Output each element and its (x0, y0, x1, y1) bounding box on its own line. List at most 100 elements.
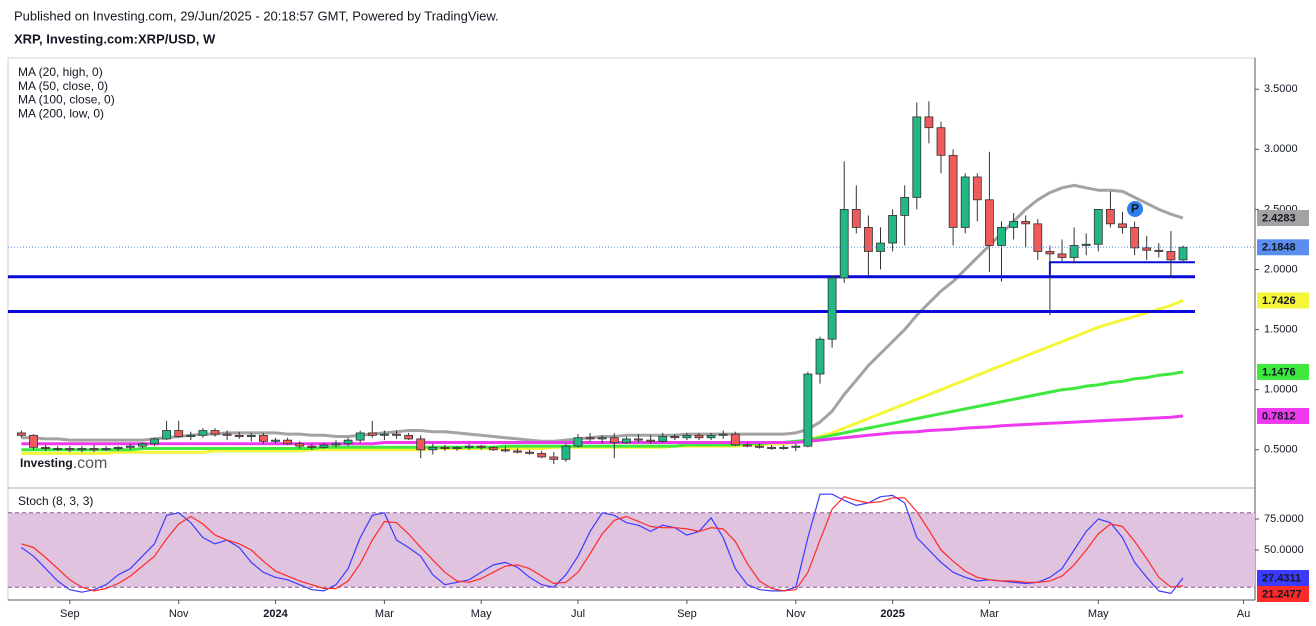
candle-body (1154, 249, 1164, 252)
x-tick-label: May (471, 608, 492, 620)
candle-body (718, 433, 728, 436)
candle-body (331, 443, 341, 446)
candle-body (609, 437, 619, 443)
x-tick-label: Nov (786, 608, 806, 620)
y-tick-label: 1.0000 (1264, 384, 1298, 396)
candle-body (1057, 253, 1067, 258)
candle-body (670, 436, 680, 439)
candle-body (198, 430, 208, 436)
candle-body (319, 444, 329, 448)
moving-average-line (21, 183, 1184, 443)
x-tick-label: Mar (980, 608, 999, 620)
logo-suffix: .com (73, 455, 108, 472)
candle-body (246, 434, 256, 437)
candle-body (1130, 227, 1139, 249)
candle-body (573, 437, 583, 447)
stoch-title: Stoch (8, 3, 3) (18, 494, 93, 508)
value-badge: 21.2477 (1262, 588, 1302, 600)
candle-body (476, 445, 486, 448)
value-badge-bg (1257, 292, 1309, 309)
candle-body (137, 443, 147, 447)
candle-body (876, 242, 885, 252)
x-tick-label: Mar (375, 608, 394, 620)
x-tick-label: 2024 (263, 608, 288, 620)
candle-body (924, 116, 934, 129)
candle-body (634, 438, 643, 441)
moving-average-line (21, 299, 1184, 455)
candle-body (864, 227, 873, 252)
y-tick-label: 3.5000 (1264, 83, 1298, 95)
candle-body (1118, 223, 1127, 228)
candle-body (307, 445, 317, 448)
candle-body (1166, 251, 1176, 261)
candle-body (53, 448, 63, 450)
candle-body (452, 446, 462, 449)
candle-body (960, 176, 970, 228)
candle-body (428, 446, 438, 451)
candle-body (29, 434, 38, 448)
candle-body (900, 196, 910, 216)
candle-body (803, 373, 813, 447)
candle-body (682, 434, 692, 439)
candle-body (585, 437, 595, 440)
candle-body (125, 445, 135, 448)
candle-body (767, 446, 776, 449)
y-tick-label: 0.5000 (1264, 444, 1298, 456)
candle-body (210, 430, 220, 435)
candle-body (936, 127, 946, 156)
logo: Investing.com (20, 455, 107, 472)
candle-body (851, 209, 861, 228)
value-badge-bg (1257, 586, 1309, 603)
value-badge: 2.4283 (1262, 212, 1296, 224)
stoch-line (21, 496, 1184, 592)
candle-body (755, 445, 764, 448)
candle-body (271, 439, 280, 442)
candle-body (355, 432, 365, 441)
candle-body (283, 439, 293, 445)
candle-body (1033, 223, 1043, 252)
legend-entry: MA (20, high, 0) (18, 65, 103, 79)
candle-body (1093, 209, 1103, 245)
candle-body (537, 452, 547, 458)
candle-body (440, 446, 450, 449)
candle-body (1045, 251, 1055, 255)
value-badge-bg (1257, 363, 1309, 380)
x-tick-label: Sep (677, 608, 697, 620)
candle-body (1009, 221, 1018, 228)
candle-body (779, 446, 789, 449)
candle-body (367, 432, 377, 436)
candle-body (1178, 246, 1188, 261)
y-tick-label: 1.5000 (1264, 323, 1298, 335)
y-tick-label: 2.0000 (1264, 263, 1298, 275)
candle-body (41, 446, 50, 449)
x-tick-label: Au (1237, 608, 1250, 620)
candle-body (113, 446, 123, 449)
x-tick-label: Sep (60, 608, 80, 620)
legend-entry: MA (200, low, 0) (18, 106, 104, 120)
legend-entry: MA (100, close, 0) (18, 93, 115, 107)
candle-body (186, 434, 196, 437)
value-badge: 1.1476 (1262, 366, 1296, 378)
candle-body (16, 432, 26, 436)
candle-body (622, 438, 631, 443)
candle-body (597, 437, 607, 440)
x-tick-label: May (1088, 608, 1109, 620)
candle-body (343, 439, 353, 445)
candle-body (234, 434, 244, 437)
y-tick-label: 3.0000 (1264, 143, 1298, 155)
candle-body (258, 434, 268, 442)
candle-body (404, 434, 414, 440)
candle-body (1142, 247, 1152, 251)
candle-body (912, 116, 922, 198)
candle-body (815, 338, 825, 375)
y-tick-label: 50.0000 (1264, 544, 1304, 556)
value-badge-bg (1257, 570, 1309, 587)
candle-body (658, 436, 668, 442)
candle-body (1069, 245, 1079, 258)
candle-body (997, 227, 1006, 246)
legend-entry: MA (50, close, 0) (18, 79, 108, 93)
x-tick-label: Nov (169, 608, 189, 620)
candle-body (101, 448, 111, 451)
candle-body (525, 451, 534, 454)
